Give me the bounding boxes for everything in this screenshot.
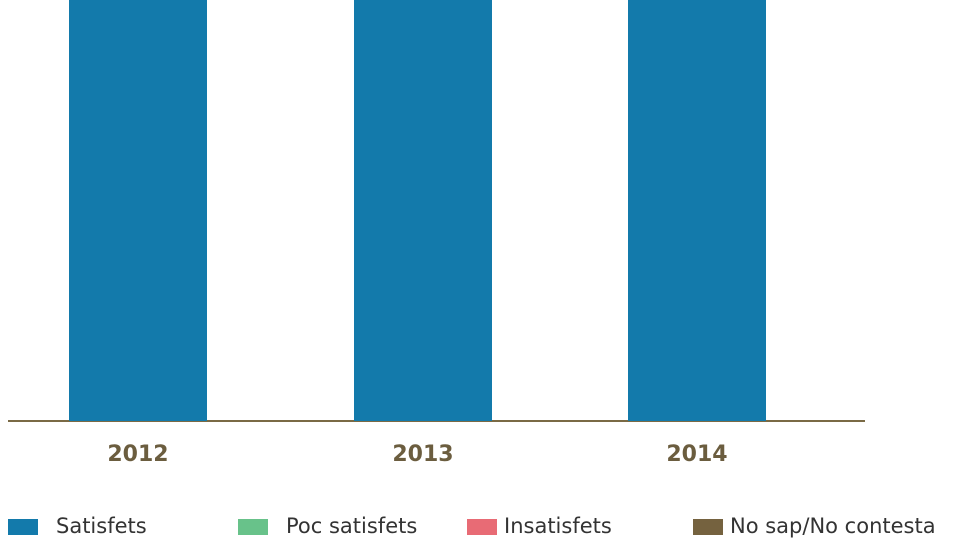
x-tick-label: 2013 [392,442,453,467]
bar-segment [354,0,492,421]
legend-label: Insatisfets [504,514,612,538]
bar-segment [628,0,766,421]
legend-swatch [238,519,268,535]
legend-label: Poc satisfets [286,514,417,538]
legend-label: Satisfets [56,514,147,538]
x-tick-label: 2012 [107,442,168,467]
legend-swatch [693,519,723,535]
legend-swatch [467,519,497,535]
x-tick-label: 2014 [666,442,727,467]
legend-label: No sap/No contesta [730,514,936,538]
legend-swatch [8,519,38,535]
bar-segment [69,0,207,421]
